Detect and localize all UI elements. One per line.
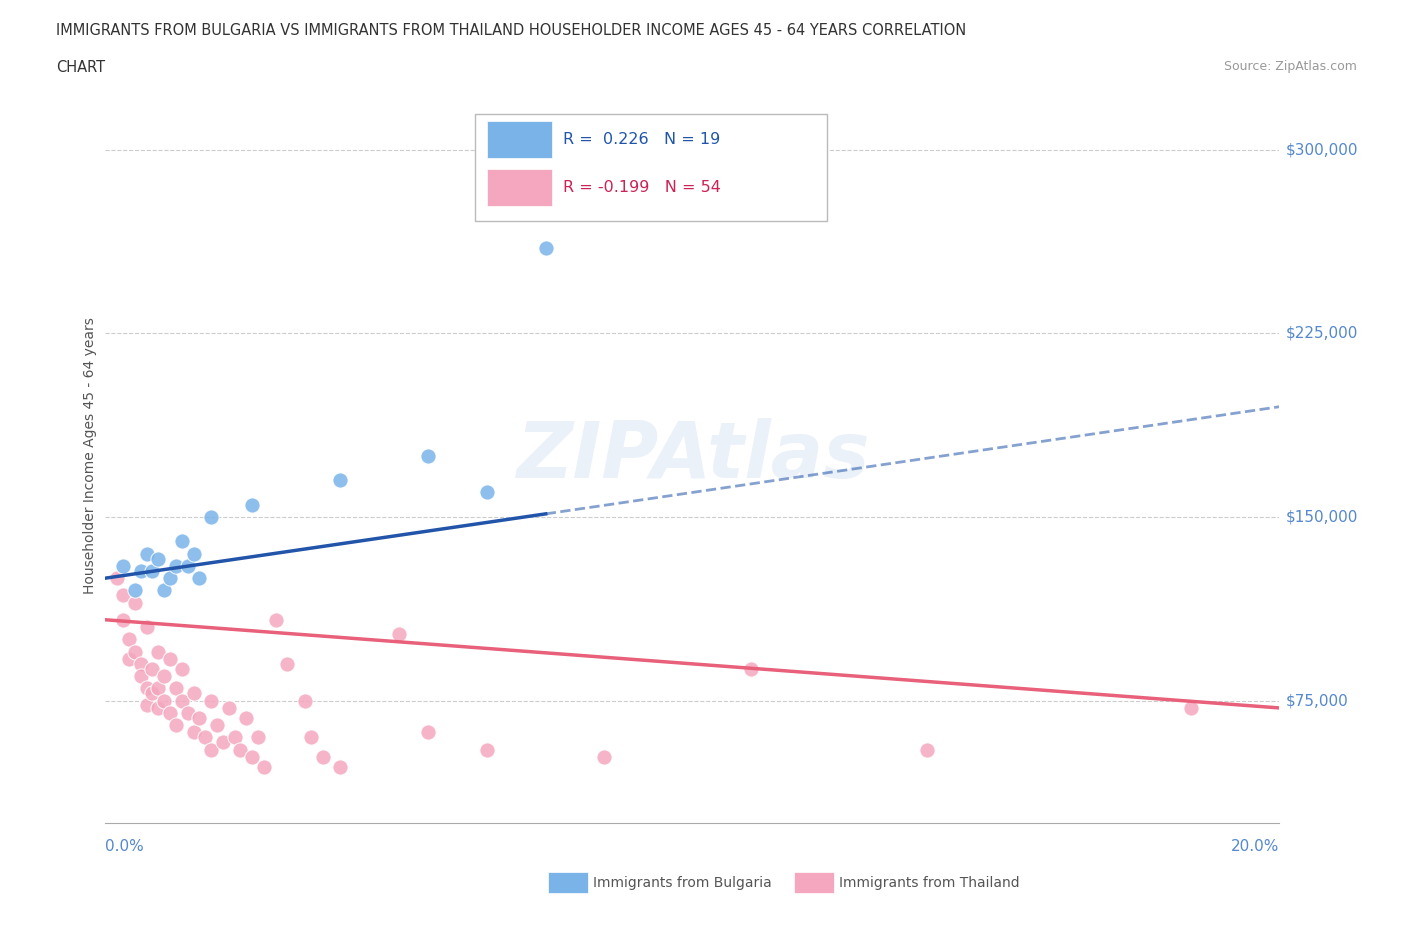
Point bbox=[388, 627, 411, 642]
Point bbox=[159, 571, 181, 586]
Text: ZIPAtlas: ZIPAtlas bbox=[516, 418, 869, 494]
Point bbox=[112, 558, 135, 573]
Point bbox=[148, 681, 170, 696]
Point bbox=[141, 661, 163, 676]
Point bbox=[183, 685, 205, 700]
Point bbox=[124, 644, 146, 659]
Point bbox=[165, 718, 187, 733]
Point bbox=[205, 718, 228, 733]
FancyBboxPatch shape bbox=[475, 114, 828, 220]
Text: 0.0%: 0.0% bbox=[105, 839, 145, 854]
Point bbox=[148, 644, 170, 659]
Point bbox=[124, 595, 146, 610]
Point bbox=[118, 632, 141, 647]
Point bbox=[124, 583, 146, 598]
Point bbox=[235, 711, 257, 725]
Point bbox=[129, 669, 152, 684]
Point bbox=[329, 472, 352, 487]
Text: $300,000: $300,000 bbox=[1285, 142, 1358, 157]
Text: R = -0.199   N = 54: R = -0.199 N = 54 bbox=[564, 180, 721, 195]
Text: $150,000: $150,000 bbox=[1285, 510, 1358, 525]
Point bbox=[534, 240, 557, 255]
Point bbox=[593, 750, 616, 764]
Point bbox=[165, 681, 187, 696]
Text: 20.0%: 20.0% bbox=[1232, 839, 1279, 854]
Bar bbox=[486, 169, 551, 206]
Point bbox=[311, 750, 333, 764]
Point bbox=[141, 685, 163, 700]
Point bbox=[264, 612, 287, 627]
Point bbox=[141, 564, 163, 578]
Point bbox=[148, 551, 170, 566]
Point bbox=[176, 558, 198, 573]
Text: Immigrants from Bulgaria: Immigrants from Bulgaria bbox=[593, 875, 772, 890]
Point bbox=[740, 661, 762, 676]
Point bbox=[135, 698, 157, 713]
Point bbox=[200, 510, 222, 525]
Point bbox=[165, 558, 187, 573]
Text: $225,000: $225,000 bbox=[1285, 326, 1358, 340]
Point bbox=[299, 730, 322, 745]
Point bbox=[153, 669, 176, 684]
Point bbox=[194, 730, 217, 745]
Point bbox=[418, 448, 440, 463]
Point bbox=[247, 730, 270, 745]
Point bbox=[240, 498, 263, 512]
Point bbox=[188, 571, 211, 586]
Point bbox=[153, 583, 176, 598]
Point bbox=[176, 705, 198, 720]
Text: $75,000: $75,000 bbox=[1285, 693, 1348, 708]
Point bbox=[475, 485, 498, 500]
Point bbox=[135, 619, 157, 634]
Point bbox=[170, 534, 193, 549]
Point bbox=[211, 735, 233, 750]
Point bbox=[1180, 700, 1202, 715]
Point bbox=[170, 693, 193, 708]
Point bbox=[170, 661, 193, 676]
Point bbox=[218, 700, 240, 715]
Point bbox=[105, 571, 128, 586]
Y-axis label: Householder Income Ages 45 - 64 years: Householder Income Ages 45 - 64 years bbox=[83, 317, 97, 594]
Point bbox=[112, 588, 135, 603]
Point bbox=[253, 759, 276, 774]
Point bbox=[329, 759, 352, 774]
Point bbox=[276, 657, 298, 671]
Point bbox=[200, 742, 222, 757]
Text: CHART: CHART bbox=[56, 60, 105, 75]
Point bbox=[135, 681, 157, 696]
Point bbox=[153, 693, 176, 708]
Point bbox=[129, 564, 152, 578]
Point bbox=[188, 711, 211, 725]
Point bbox=[224, 730, 246, 745]
Point bbox=[418, 725, 440, 740]
Point bbox=[200, 693, 222, 708]
Bar bbox=[486, 122, 551, 158]
Point bbox=[112, 612, 135, 627]
Text: Immigrants from Thailand: Immigrants from Thailand bbox=[839, 875, 1019, 890]
Point bbox=[129, 657, 152, 671]
Point bbox=[159, 652, 181, 667]
Text: IMMIGRANTS FROM BULGARIA VS IMMIGRANTS FROM THAILAND HOUSEHOLDER INCOME AGES 45 : IMMIGRANTS FROM BULGARIA VS IMMIGRANTS F… bbox=[56, 23, 966, 38]
Text: Source: ZipAtlas.com: Source: ZipAtlas.com bbox=[1223, 60, 1357, 73]
Point bbox=[118, 652, 141, 667]
Point bbox=[240, 750, 263, 764]
Point bbox=[294, 693, 316, 708]
Point bbox=[159, 705, 181, 720]
Point bbox=[917, 742, 939, 757]
Point bbox=[475, 742, 498, 757]
Point bbox=[148, 700, 170, 715]
Text: R =  0.226   N = 19: R = 0.226 N = 19 bbox=[564, 132, 720, 147]
Point bbox=[229, 742, 252, 757]
Point bbox=[135, 546, 157, 561]
Point bbox=[183, 546, 205, 561]
Point bbox=[183, 725, 205, 740]
